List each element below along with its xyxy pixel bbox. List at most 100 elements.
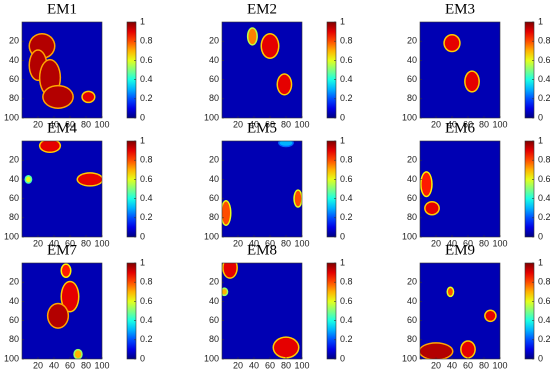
x-tick-label: 40 xyxy=(447,238,457,248)
colorbar-tick-label: 0.6 xyxy=(140,55,153,65)
heatmap-blobs xyxy=(24,141,102,187)
colorbar xyxy=(126,21,137,119)
panel-title: EM8 xyxy=(247,242,277,258)
plot-frame xyxy=(21,21,103,119)
x-tick-label: 20 xyxy=(33,119,43,129)
panel-title: EM7 xyxy=(47,242,78,258)
plot-frame xyxy=(21,262,103,360)
y-tick-label: 60 xyxy=(9,315,19,325)
plot-frame xyxy=(419,21,501,119)
plot-frame xyxy=(221,262,303,360)
colorbar-tick-label: 0 xyxy=(538,112,543,122)
colorbar-tick-label: 0.2 xyxy=(538,93,550,103)
panel-title: EM2 xyxy=(247,1,277,17)
colorbar xyxy=(126,140,137,238)
colorbar-tick-label: 0.4 xyxy=(538,193,550,203)
colorbar xyxy=(524,21,535,119)
y-tick-label: 20 xyxy=(9,36,19,46)
x-tick-label: 100 xyxy=(294,238,309,248)
blob xyxy=(62,264,70,277)
colorbar-tick-label: 0.8 xyxy=(538,155,550,165)
colorbar-tick-label: 0.2 xyxy=(140,212,153,222)
blob xyxy=(294,190,302,207)
blob xyxy=(26,176,31,183)
colorbar-tick-label: 1 xyxy=(538,135,543,145)
y-tick-label: 20 xyxy=(209,277,219,287)
colorbar-tick-label: 0 xyxy=(140,112,145,122)
heatmap-blobs xyxy=(420,286,497,359)
colorbar-tick-label: 0.4 xyxy=(340,315,353,325)
colorbar-tick-label: 0.2 xyxy=(538,334,550,344)
y-tick-label: 60 xyxy=(9,74,19,84)
colorbar-tick-label: 0.2 xyxy=(140,93,153,103)
x-tick-label: 60 xyxy=(65,238,75,248)
plot-frame xyxy=(221,21,303,119)
blob xyxy=(78,173,102,186)
y-tick-label: 60 xyxy=(9,193,19,203)
colorbar-tick-label: 0.4 xyxy=(340,193,353,203)
x-tick-label: 100 xyxy=(492,238,507,248)
blob xyxy=(74,350,82,359)
x-tick-label: 20 xyxy=(431,360,441,370)
colorbar-tick-label: 0.6 xyxy=(340,55,353,65)
colorbar-tick-label: 0 xyxy=(538,231,543,241)
panel-title: EM3 xyxy=(445,1,475,17)
y-tick-label: 40 xyxy=(9,296,19,306)
colorbar-tick-label: 0.8 xyxy=(340,36,353,46)
y-tick-label: 40 xyxy=(209,55,219,65)
y-tick-label: 60 xyxy=(209,74,219,84)
y-tick-label: 80 xyxy=(9,212,19,222)
x-tick-label: 20 xyxy=(33,238,43,248)
colorbar xyxy=(326,140,337,238)
x-tick-label: 60 xyxy=(463,119,473,129)
y-tick-label: 20 xyxy=(209,155,219,165)
blob xyxy=(421,172,432,196)
y-tick-label: 100 xyxy=(204,112,219,122)
y-tick-label: 80 xyxy=(407,212,417,222)
colorbar-tick-label: 0.8 xyxy=(340,155,353,165)
colorbar-tick-label: 0.2 xyxy=(340,93,353,103)
panel-title: EM1 xyxy=(47,1,77,17)
panel-title: EM5 xyxy=(247,120,277,136)
y-tick-label: 80 xyxy=(407,334,417,344)
y-tick-label: 40 xyxy=(9,55,19,65)
blob xyxy=(43,86,73,108)
y-tick-label: 20 xyxy=(209,36,219,46)
x-tick-label: 60 xyxy=(65,360,75,370)
x-tick-label: 100 xyxy=(294,360,309,370)
y-tick-label: 80 xyxy=(209,93,219,103)
x-tick-label: 40 xyxy=(249,119,259,129)
plot-frame xyxy=(419,140,501,238)
y-tick-label: 40 xyxy=(407,174,417,184)
y-tick-label: 60 xyxy=(209,193,219,203)
y-tick-label: 20 xyxy=(407,155,417,165)
blob xyxy=(222,201,230,225)
colorbar-tick-label: 0.4 xyxy=(140,74,153,84)
y-tick-label: 20 xyxy=(9,155,19,165)
x-tick-label: 60 xyxy=(265,360,275,370)
colorbar-tick-label: 0 xyxy=(340,112,345,122)
blob xyxy=(465,71,479,92)
y-tick-label: 40 xyxy=(9,174,19,184)
x-tick-label: 40 xyxy=(249,360,259,370)
y-tick-label: 100 xyxy=(4,231,19,241)
panel-title: EM9 xyxy=(445,242,475,258)
colorbar xyxy=(126,262,137,360)
x-tick-label: 100 xyxy=(94,360,109,370)
x-tick-label: 20 xyxy=(233,119,243,129)
colorbar-tick-label: 0.8 xyxy=(140,155,153,165)
plot-frame xyxy=(21,140,103,238)
y-tick-label: 100 xyxy=(402,353,417,363)
blob xyxy=(278,74,291,94)
y-tick-label: 100 xyxy=(204,231,219,241)
blob xyxy=(248,28,257,45)
y-tick-label: 20 xyxy=(407,277,417,287)
heatmap-background xyxy=(420,22,500,118)
x-tick-label: 40 xyxy=(447,119,457,129)
colorbar xyxy=(524,140,535,238)
plot-frame xyxy=(419,262,501,360)
colorbar-tick-label: 1 xyxy=(340,16,345,26)
x-tick-label: 60 xyxy=(265,238,275,248)
y-tick-label: 80 xyxy=(209,212,219,222)
